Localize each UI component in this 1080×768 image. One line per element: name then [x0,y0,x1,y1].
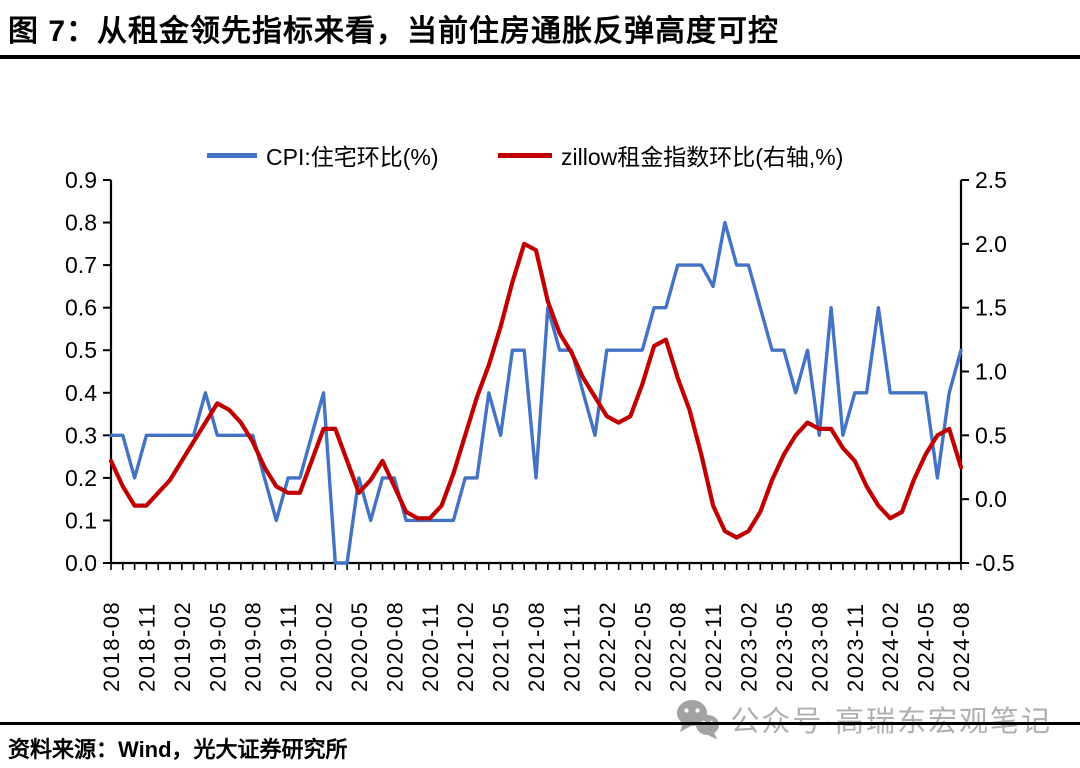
wechat-icon [677,700,720,740]
x-axis-tick-label: 2020-11 [418,602,443,692]
x-axis-tick-label: 2023-05 [772,601,797,692]
x-axis-tick-label: 2022-11 [701,602,726,692]
x-axis-tick-label: 2021-08 [524,601,549,692]
right-axis-tick-label: 1.0 [975,359,1007,385]
left-axis-tick-label: 0.7 [65,252,97,278]
x-axis-tick-label: 2018-11 [134,602,159,692]
x-axis-tick-label: 2019-02 [170,601,195,692]
left-axis-tick-label: 0.6 [65,295,97,321]
left-axis-tick-label: 0.8 [65,210,97,236]
x-axis-tick-label: 2022-02 [595,601,620,692]
x-axis-tick-label: 2024-05 [914,601,939,692]
x-axis-tick-label: 2022-08 [666,601,691,692]
x-axis-tick-label: 2021-02 [453,601,478,692]
chart-legend: CPI:住宅环比(%) zillow租金指数环比(右轴,%) [0,140,1080,170]
left-axis-tick-label: 0.4 [65,380,97,406]
left-axis-tick-label: 0.9 [65,168,97,193]
cpi-line-swatch [207,152,257,158]
legend-item-cpi: CPI:住宅环比(%) [207,140,439,170]
left-axis-tick-label: 0.5 [65,337,97,363]
title-divider [0,55,1080,59]
x-axis-tick-label: 2021-11 [559,602,584,692]
x-axis-tick-label: 2019-05 [205,601,230,692]
right-axis-tick-label: 2.0 [975,231,1007,257]
right-axis-tick-label: 0.0 [975,486,1007,512]
x-axis-tick-label: 2019-11 [276,602,301,692]
cpi-line [109,220,963,565]
right-axis-tick-label: 2.5 [975,168,1007,193]
x-axis-tick-label: 2018-08 [99,601,124,692]
x-axis-tick-label: 2023-02 [737,601,762,692]
x-axis-tick-label: 2022-05 [630,601,655,692]
right-axis-tick-label: 1.5 [975,295,1007,321]
legend-item-zillow: zillow租金指数环比(右轴,%) [498,140,843,170]
left-axis-tick-label: 0.2 [65,465,97,491]
figure-title: 图 7：从租金领先指标来看，当前住房通胀反弹高度可控 [8,15,780,48]
x-axis-tick-label: 2019-08 [241,601,266,692]
watermark-text: 公众号·高瑞东宏观笔记 [730,706,1052,738]
zillow-line-swatch [498,152,552,158]
cpi-legend-label: CPI:住宅环比(%) [266,144,439,170]
watermark: 公众号·高瑞东宏观笔记 [676,698,1052,740]
x-axis-tick-label: 2020-05 [347,601,372,692]
left-axis-tick-label: 0.1 [65,507,97,533]
x-axis-tick-label: 2023-08 [807,601,832,692]
bottom-divider [0,722,1080,725]
x-axis-tick-label: 2020-02 [312,601,337,692]
x-axis-tick-label: 2024-08 [949,601,974,692]
left-axis-tick-label: 0.0 [65,550,97,576]
zillow-line [108,241,964,540]
x-axis-tick-label: 2021-05 [489,601,514,692]
rent-leading-indicator-chart: 0.0 0.1 0.2 0.3 0.4 0.5 0.6 0.7 0.8 0.9 -0.5 0.0 0.5… [65,168,1015,692]
x-axis-tick-label: 2020-08 [382,601,407,692]
zillow-legend-label: zillow租金指数环比(右轴,%) [561,144,844,170]
right-axis-tick-label: 0.5 [975,422,1007,448]
x-axis-tick-label: 2024-02 [878,601,903,692]
left-axis-tick-label: 0.3 [65,422,97,448]
x-axis-tick-label: 2023-11 [843,602,868,692]
right-axis-tick-label: -0.5 [975,550,1015,576]
source-note: 资料来源：Wind，光大证券研究所 [8,737,348,762]
